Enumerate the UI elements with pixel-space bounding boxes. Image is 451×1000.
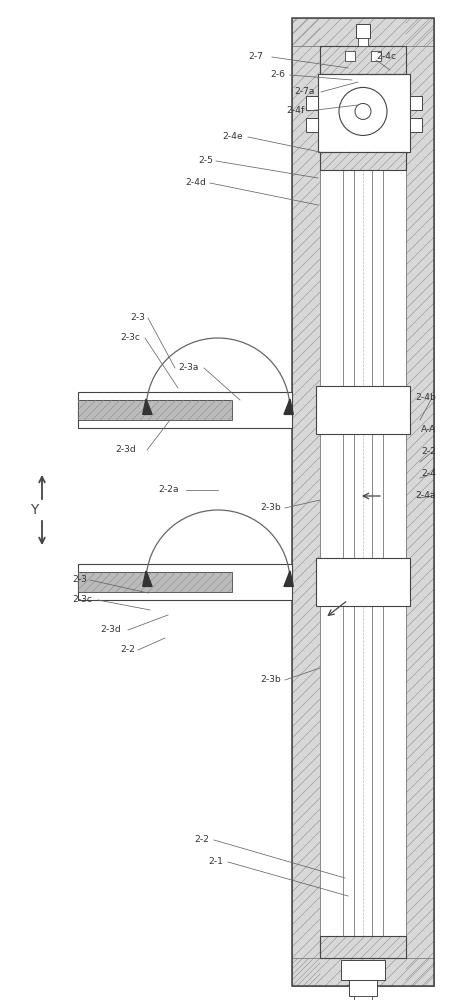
Bar: [78, 572, 231, 592]
Text: 2-4a: 2-4a: [414, 491, 435, 500]
Bar: [348, 980, 376, 996]
Text: 2-4f: 2-4f: [285, 106, 304, 115]
Polygon shape: [283, 571, 293, 586]
Bar: [405, 18, 433, 986]
Text: 2-3a: 2-3a: [178, 363, 198, 372]
Bar: [340, 960, 384, 980]
Bar: [357, 38, 367, 46]
Bar: [291, 958, 433, 986]
Text: 2-2: 2-2: [120, 646, 135, 654]
Bar: [319, 936, 405, 958]
Text: 2-4b: 2-4b: [414, 393, 435, 402]
Bar: [370, 51, 380, 61]
Bar: [315, 558, 409, 606]
Bar: [291, 18, 319, 986]
Text: 2-6: 2-6: [269, 70, 285, 79]
Text: 2-3: 2-3: [72, 576, 87, 584]
Text: 2-4: 2-4: [420, 470, 435, 479]
Text: 2-3d: 2-3d: [115, 446, 135, 454]
Bar: [319, 46, 405, 958]
Polygon shape: [143, 571, 152, 586]
Circle shape: [338, 87, 386, 135]
Text: 2-2: 2-2: [193, 835, 208, 844]
Text: 2-3b: 2-3b: [259, 676, 280, 684]
Text: 2-4d: 2-4d: [184, 178, 205, 187]
Text: 2-5: 2-5: [198, 156, 212, 165]
Bar: [305, 118, 318, 132]
Bar: [78, 400, 231, 420]
Bar: [344, 51, 354, 61]
Text: 2-4e: 2-4e: [221, 132, 242, 141]
Bar: [78, 572, 231, 592]
Bar: [353, 996, 371, 1000]
Text: 2-2a: 2-2a: [158, 486, 178, 494]
Bar: [319, 46, 405, 958]
Text: 2-3c: 2-3c: [120, 334, 139, 342]
Polygon shape: [143, 399, 152, 414]
Bar: [78, 564, 291, 600]
Circle shape: [354, 103, 370, 119]
Text: 2-3: 2-3: [130, 314, 145, 322]
Polygon shape: [283, 399, 293, 414]
Bar: [319, 46, 405, 74]
Bar: [409, 96, 421, 110]
Text: 2-2: 2-2: [420, 448, 435, 456]
Bar: [355, 24, 369, 38]
Bar: [315, 386, 409, 434]
Text: 2-3c: 2-3c: [72, 595, 92, 604]
Text: 2-4c: 2-4c: [375, 52, 395, 61]
Bar: [319, 46, 405, 74]
Bar: [291, 18, 433, 986]
Bar: [78, 400, 231, 420]
Bar: [409, 118, 421, 132]
Text: Y: Y: [30, 503, 38, 517]
Bar: [318, 74, 409, 152]
Bar: [305, 96, 318, 110]
Bar: [319, 152, 405, 170]
Text: A-A: A-A: [420, 426, 435, 434]
Bar: [291, 18, 433, 46]
Bar: [78, 392, 291, 428]
Bar: [319, 936, 405, 958]
Text: 2-7a: 2-7a: [293, 87, 314, 96]
Text: 2-3b: 2-3b: [259, 504, 280, 512]
Text: 2-7: 2-7: [248, 52, 262, 61]
Text: 2-1: 2-1: [207, 857, 222, 866]
Text: 2-3d: 2-3d: [100, 626, 120, 635]
Bar: [319, 152, 405, 170]
